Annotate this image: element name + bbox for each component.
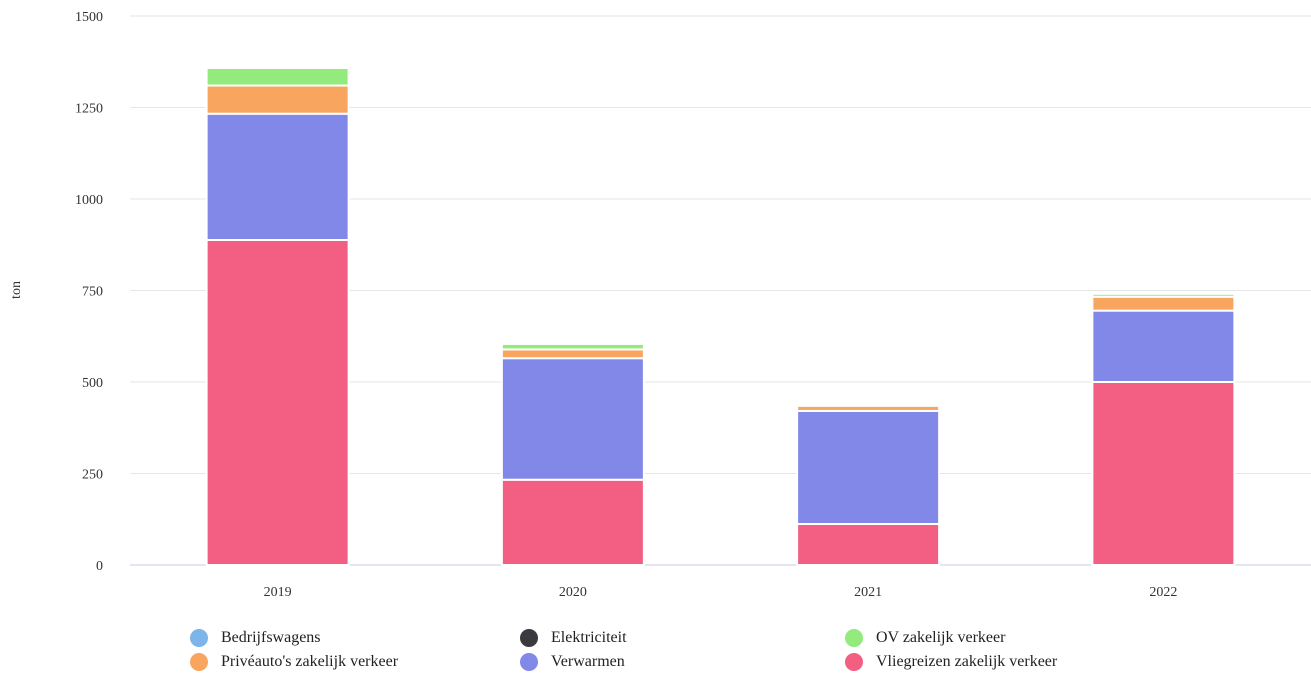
bar-segment[interactable] xyxy=(796,409,941,526)
legend-label: Elektriciteit xyxy=(551,629,627,646)
bar-segment[interactable] xyxy=(205,238,350,566)
bar-segment[interactable] xyxy=(796,523,941,566)
legend-swatch xyxy=(190,629,208,647)
y-tick-label: 250 xyxy=(82,468,103,483)
bar-segment[interactable] xyxy=(1091,381,1236,566)
legend-label: Vliegreizen zakelijk verkeer xyxy=(876,653,1058,670)
legend-item[interactable]: Verwarmen xyxy=(520,652,625,672)
legend-label: Bedrijfswagens xyxy=(221,629,321,646)
legend-swatch xyxy=(520,629,538,647)
bar-segment[interactable] xyxy=(1091,295,1236,312)
bar-segment[interactable] xyxy=(500,348,645,360)
x-tick-label: 2022 xyxy=(1149,585,1177,600)
x-tick-label: 2020 xyxy=(559,585,587,600)
bar-segment[interactable] xyxy=(205,66,350,87)
bar-segment[interactable] xyxy=(500,357,645,481)
bar-segment[interactable] xyxy=(205,112,350,241)
y-tick-label: 0 xyxy=(96,559,103,574)
legend-item[interactable]: Vliegreizen zakelijk verkeer xyxy=(845,652,1057,672)
legend-swatch xyxy=(845,653,863,671)
bar-segment[interactable] xyxy=(205,84,350,115)
legend-swatch xyxy=(845,629,863,647)
y-tick-label: 1250 xyxy=(75,102,103,117)
legend-item[interactable]: Elektriciteit xyxy=(520,628,627,648)
x-tick-label: 2021 xyxy=(854,585,882,600)
legend-label: OV zakelijk verkeer xyxy=(876,629,1006,646)
x-axis-ticks: 2019 2020 2021 2022 xyxy=(264,585,1178,600)
legend-item[interactable]: Privéauto's zakelijk verkeer xyxy=(190,652,398,672)
legend-label: Verwarmen xyxy=(551,653,625,670)
bar-segment[interactable] xyxy=(1091,309,1236,384)
bar-segment[interactable] xyxy=(500,342,645,351)
y-tick-label: 1500 xyxy=(75,10,103,25)
legend-item[interactable]: OV zakelijk verkeer xyxy=(845,628,1005,648)
legend-swatch xyxy=(190,653,208,671)
bar-segment[interactable] xyxy=(500,478,645,566)
y-axis-label: ton xyxy=(9,281,24,299)
bars-layer xyxy=(205,66,1236,566)
bar-segment[interactable] xyxy=(796,402,941,407)
y-axis-ticks: 0 250 500 750 1000 1250 1500 xyxy=(75,10,103,574)
legend-swatch xyxy=(520,653,538,671)
bar-segment[interactable] xyxy=(1091,292,1236,298)
y-tick-label: 500 xyxy=(82,376,103,391)
y-tick-label: 1000 xyxy=(75,193,103,208)
y-tick-label: 750 xyxy=(82,285,103,300)
legend-item[interactable]: Bedrijfswagens xyxy=(190,628,321,648)
legend-label: Privéauto's zakelijk verkeer xyxy=(221,653,399,670)
x-tick-label: 2019 xyxy=(264,585,292,600)
